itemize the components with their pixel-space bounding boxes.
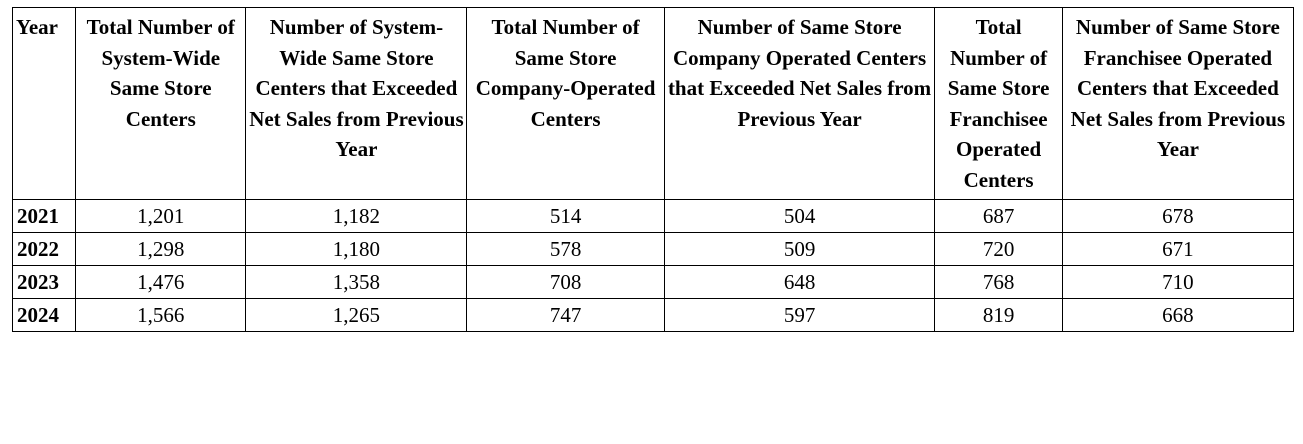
table-body: 2021 1,201 1,182 514 504 687 678 2022 1,… (11, 199, 1295, 332)
header-franchisee-exceeded: Number of Same Store Franchisee Operated… (1061, 7, 1295, 200)
cell-total-franchisee: 687 (934, 199, 1063, 233)
cell-company-exceeded: 648 (663, 265, 936, 299)
cell-system-wide-exceeded: 1,358 (245, 265, 468, 299)
cell-total-system-wide: 1,298 (75, 232, 247, 266)
cell-franchisee-exceeded: 668 (1061, 298, 1295, 332)
cell-total-system-wide: 1,476 (75, 265, 247, 299)
cell-total-company: 747 (466, 298, 665, 332)
table-row: 2024 1,566 1,265 747 597 819 668 (11, 298, 1295, 332)
cell-system-wide-exceeded: 1,180 (245, 232, 468, 266)
cell-franchisee-exceeded: 710 (1061, 265, 1295, 299)
cell-total-system-wide: 1,566 (75, 298, 247, 332)
cell-company-exceeded: 504 (663, 199, 936, 233)
cell-year: 2023 (11, 265, 77, 299)
cell-total-company: 578 (466, 232, 665, 266)
cell-total-company: 708 (466, 265, 665, 299)
cell-franchisee-exceeded: 671 (1061, 232, 1295, 266)
cell-company-exceeded: 597 (663, 298, 936, 332)
header-total-company-operated: Total Number of Same Store Company-Opera… (466, 7, 665, 200)
header-year: Year (11, 7, 77, 200)
cell-total-system-wide: 1,201 (75, 199, 247, 233)
cell-year: 2022 (11, 232, 77, 266)
cell-system-wide-exceeded: 1,182 (245, 199, 468, 233)
cell-total-franchisee: 768 (934, 265, 1063, 299)
header-total-system-wide: Total Number of System-Wide Same Store C… (75, 7, 247, 200)
header-system-wide-exceeded: Number of System-Wide Same Store Centers… (245, 7, 468, 200)
same-store-table-container: Year Total Number of System-Wide Same St… (11, 7, 1295, 332)
cell-franchisee-exceeded: 678 (1061, 199, 1295, 233)
header-total-franchisee-operated: Total Number of Same Store Franchisee Op… (934, 7, 1063, 200)
same-store-centers-table: Year Total Number of System-Wide Same St… (11, 7, 1295, 332)
cell-total-franchisee: 720 (934, 232, 1063, 266)
table-row: 2022 1,298 1,180 578 509 720 671 (11, 232, 1295, 266)
cell-system-wide-exceeded: 1,265 (245, 298, 468, 332)
cell-total-franchisee: 819 (934, 298, 1063, 332)
cell-year: 2024 (11, 298, 77, 332)
header-row: Year Total Number of System-Wide Same St… (11, 7, 1295, 200)
table-row: 2023 1,476 1,358 708 648 768 710 (11, 265, 1295, 299)
header-company-exceeded: Number of Same Store Company Operated Ce… (663, 7, 936, 200)
table-header: Year Total Number of System-Wide Same St… (11, 7, 1295, 200)
cell-year: 2021 (11, 199, 77, 233)
cell-company-exceeded: 509 (663, 232, 936, 266)
cell-total-company: 514 (466, 199, 665, 233)
table-row: 2021 1,201 1,182 514 504 687 678 (11, 199, 1295, 233)
